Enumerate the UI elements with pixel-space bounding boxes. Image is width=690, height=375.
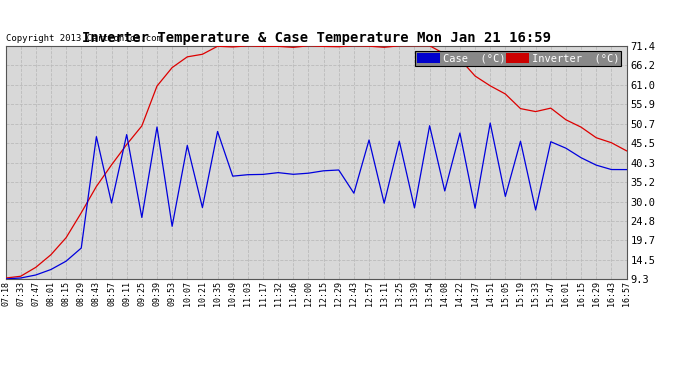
Legend: Case  (°C), Inverter  (°C): Case (°C), Inverter (°C) [415, 51, 621, 66]
Title: Inverter Temperature & Case Temperature Mon Jan 21 16:59: Inverter Temperature & Case Temperature … [81, 31, 551, 45]
Text: Copyright 2013 Cartronics.com: Copyright 2013 Cartronics.com [6, 34, 161, 44]
